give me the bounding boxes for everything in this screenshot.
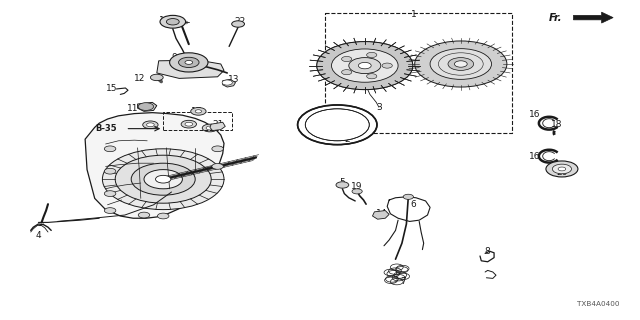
- Text: 3: 3: [376, 103, 381, 112]
- Circle shape: [143, 121, 158, 129]
- Circle shape: [430, 49, 492, 79]
- Circle shape: [115, 155, 211, 203]
- Circle shape: [104, 208, 116, 213]
- Polygon shape: [157, 60, 224, 78]
- Circle shape: [332, 49, 398, 82]
- Circle shape: [232, 21, 244, 27]
- Circle shape: [179, 57, 199, 68]
- Text: 16: 16: [529, 110, 541, 119]
- Circle shape: [298, 105, 377, 145]
- Circle shape: [382, 63, 392, 68]
- Circle shape: [317, 42, 413, 90]
- Text: 16: 16: [529, 152, 541, 161]
- Text: 4: 4: [36, 231, 41, 240]
- Circle shape: [202, 124, 218, 132]
- Circle shape: [185, 122, 193, 126]
- Circle shape: [138, 103, 154, 110]
- Text: Fr.: Fr.: [548, 12, 562, 23]
- Polygon shape: [138, 102, 157, 111]
- Circle shape: [342, 70, 352, 75]
- Text: B-35: B-35: [95, 124, 117, 133]
- Circle shape: [156, 175, 171, 183]
- Circle shape: [195, 110, 202, 113]
- Circle shape: [206, 126, 214, 130]
- Circle shape: [191, 108, 206, 115]
- Circle shape: [138, 212, 150, 218]
- Circle shape: [358, 62, 371, 69]
- Text: 10: 10: [159, 16, 170, 25]
- Circle shape: [102, 149, 224, 210]
- Circle shape: [403, 194, 413, 199]
- Text: 18: 18: [551, 120, 563, 129]
- Text: 9: 9: [172, 53, 177, 62]
- Circle shape: [317, 42, 413, 90]
- Circle shape: [222, 80, 232, 85]
- Circle shape: [448, 58, 474, 70]
- Circle shape: [104, 191, 116, 196]
- Polygon shape: [372, 211, 389, 219]
- Circle shape: [181, 120, 196, 128]
- Circle shape: [166, 19, 179, 25]
- Circle shape: [160, 15, 186, 28]
- Polygon shape: [573, 12, 613, 23]
- Circle shape: [558, 167, 566, 171]
- Circle shape: [144, 170, 182, 189]
- Text: 1: 1: [412, 10, 417, 19]
- Text: 19: 19: [351, 182, 363, 191]
- Text: 5: 5: [340, 178, 345, 187]
- Text: 2: 2: [344, 135, 349, 144]
- Text: 12: 12: [134, 74, 145, 83]
- Circle shape: [131, 163, 195, 195]
- Circle shape: [212, 164, 223, 169]
- Circle shape: [212, 146, 223, 152]
- Circle shape: [147, 123, 154, 127]
- Circle shape: [352, 189, 362, 194]
- Text: 22: 22: [234, 17, 246, 26]
- Circle shape: [546, 161, 578, 177]
- Bar: [163, 112, 232, 130]
- Text: 13: 13: [228, 76, 239, 84]
- Text: 17: 17: [191, 107, 203, 116]
- Text: 6: 6: [411, 200, 416, 209]
- Circle shape: [454, 61, 467, 67]
- Circle shape: [170, 53, 208, 72]
- Circle shape: [342, 56, 352, 61]
- Text: 20: 20: [556, 168, 568, 177]
- Polygon shape: [85, 113, 224, 218]
- Polygon shape: [223, 79, 236, 87]
- Circle shape: [157, 213, 169, 219]
- Circle shape: [305, 109, 369, 141]
- Text: 11: 11: [127, 104, 139, 113]
- Circle shape: [104, 146, 116, 152]
- Text: 15: 15: [106, 84, 118, 93]
- Text: 14: 14: [376, 209, 388, 218]
- Circle shape: [185, 60, 193, 64]
- Circle shape: [552, 164, 572, 174]
- Text: 7: 7: [401, 277, 406, 286]
- Circle shape: [367, 74, 377, 79]
- Circle shape: [367, 52, 377, 58]
- Text: 8: 8: [485, 247, 490, 256]
- Circle shape: [104, 168, 116, 174]
- Circle shape: [336, 182, 349, 188]
- Text: TXB4A0400: TXB4A0400: [577, 300, 620, 307]
- Circle shape: [150, 74, 163, 81]
- Circle shape: [415, 41, 507, 87]
- Text: 21: 21: [212, 120, 223, 129]
- Circle shape: [349, 58, 381, 74]
- Polygon shape: [210, 122, 225, 131]
